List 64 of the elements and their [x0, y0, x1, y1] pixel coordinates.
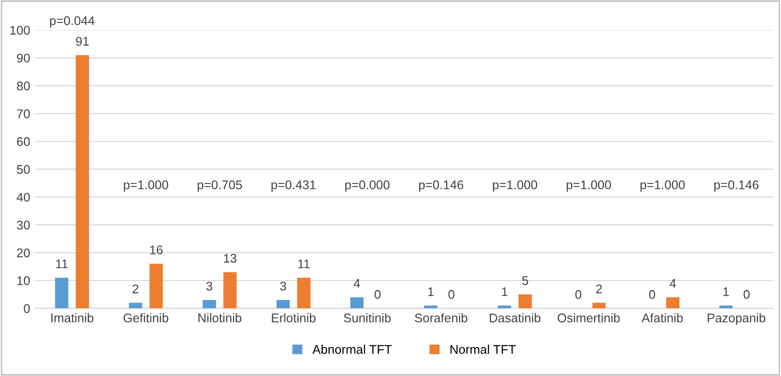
data-label: 0 — [575, 290, 582, 299]
y-tick-label: 10 — [17, 276, 30, 286]
bar — [297, 278, 310, 308]
y-tick-label: 50 — [16, 165, 30, 174]
annotation: p=0.000 — [345, 180, 390, 192]
legend-label: Abnormal TFT — [312, 344, 392, 354]
y-tick-label: 80 — [16, 82, 30, 90]
data-label: 1 — [723, 287, 729, 296]
data-label: 16 — [150, 246, 163, 254]
bar — [55, 278, 68, 308]
data-label: 1 — [428, 287, 434, 296]
x-tick-label: Gefitinib — [124, 313, 168, 322]
data-label: 5 — [522, 276, 528, 285]
data-label: 0 — [374, 290, 381, 299]
x-tick-label: Erlotinib — [272, 313, 316, 322]
y-tick-label: 60 — [17, 137, 30, 146]
annotation: p=1.000 — [492, 180, 538, 192]
data-label: 4 — [354, 279, 360, 288]
data-label: 13 — [224, 254, 236, 263]
x-tick-label: Sunitinib — [344, 313, 391, 322]
bar — [350, 297, 364, 308]
data-label: 0 — [448, 290, 454, 299]
y-tick-label: 20 — [17, 248, 30, 258]
y-tick-label: 90 — [16, 54, 30, 63]
annotation: p=0.146 — [714, 180, 759, 192]
y-tick-label: 100 — [10, 26, 30, 35]
x-tick-label: Sorafenib — [414, 313, 468, 322]
data-label: 91 — [76, 36, 89, 46]
annotation: p=0.146 — [419, 180, 464, 192]
legend-label: Normal TFT — [450, 344, 516, 354]
data-label: 2 — [596, 284, 602, 294]
x-tick-label: Dasatinib — [490, 313, 540, 322]
y-tick-label: 40 — [16, 192, 30, 202]
x-tick-label: Pazopanib — [708, 313, 766, 325]
bar — [424, 306, 438, 308]
bar — [76, 55, 90, 308]
bar — [150, 264, 163, 308]
data-label: 0 — [649, 290, 656, 299]
x-tick-label: Afatinib — [642, 313, 683, 322]
bar — [276, 300, 290, 308]
annotation: p=0.431 — [272, 180, 316, 192]
y-tick-label: 30 — [16, 220, 30, 230]
bar — [518, 294, 532, 308]
x-tick-label: Osimertinib — [558, 313, 620, 322]
data-label: 3 — [280, 282, 286, 291]
data-label: 11 — [298, 260, 310, 268]
data-label: 11 — [56, 260, 68, 268]
bar — [666, 297, 680, 308]
annotation: p=1.000 — [640, 180, 685, 192]
data-label: 1 — [502, 287, 508, 296]
annotation: p=1.000 — [566, 180, 611, 192]
text: p=0.044 — [50, 16, 94, 28]
annotation: p=1.000 — [124, 180, 168, 192]
y-tick-label: 0 — [24, 304, 30, 313]
data-label: 4 — [670, 279, 676, 288]
data-label: 2 — [132, 284, 138, 294]
data-label: 0 — [744, 290, 750, 299]
bar — [223, 272, 237, 308]
x-tick-label: Nilotinib — [198, 313, 242, 322]
annotation: p=0.705 — [198, 180, 242, 192]
x-tick-label: Imatinib — [51, 313, 94, 322]
y-tick-label: 70 — [17, 109, 30, 118]
data-label: 3 — [206, 282, 212, 291]
bar — [202, 300, 216, 308]
